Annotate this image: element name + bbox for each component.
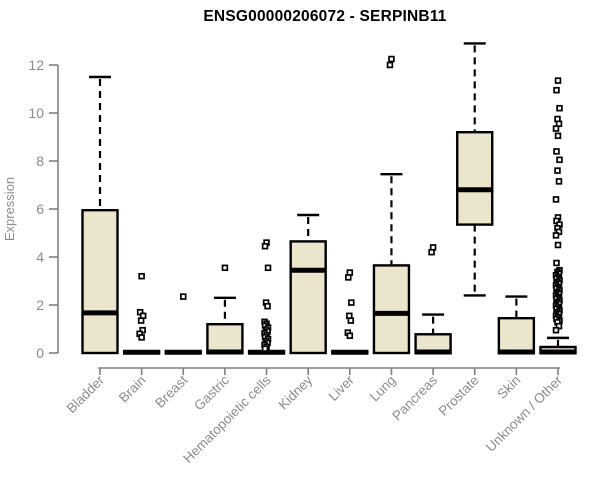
outlier-point: [428, 248, 435, 256]
x-tick-label: Kidney: [276, 372, 316, 412]
y-tick-label: 0: [36, 345, 44, 361]
outlier-point: [556, 156, 563, 164]
y-axis-title: Expression: [2, 177, 17, 241]
outlier-point: [552, 232, 560, 239]
x-tick-label: Bladder: [64, 372, 108, 416]
outlier-point: [553, 148, 560, 155]
outlier-point: [221, 264, 229, 272]
x-tick-label: Prostate: [436, 373, 482, 419]
box-iqr: [456, 130, 494, 226]
outlier-point: [261, 242, 269, 250]
outlier-point: [555, 178, 563, 185]
outlier-point: [554, 241, 562, 249]
x-tick-label: Breast: [152, 372, 190, 410]
outlier-point: [388, 55, 395, 63]
y-tick-label: 8: [36, 153, 44, 169]
outlier-point: [348, 299, 355, 306]
box-iqr: [289, 240, 327, 355]
y-tick-label: 6: [36, 201, 44, 217]
outlier-point: [552, 196, 560, 203]
x-tick-label: Lung: [367, 373, 399, 405]
outlier-point: [556, 104, 563, 112]
x-tick-label: Liver: [326, 372, 358, 404]
outlier-point: [554, 167, 561, 174]
outlier-point: [552, 125, 560, 132]
outlier-point: [138, 334, 145, 341]
box-iqr: [372, 264, 411, 355]
outlier-point: [345, 274, 352, 281]
outlier-point: [261, 345, 269, 352]
x-tick-label: Skin: [494, 373, 523, 402]
outlier-point: [347, 317, 355, 324]
outlier-point: [264, 264, 272, 272]
box-iqr: [81, 208, 119, 355]
x-tick-label: Brain: [116, 373, 149, 406]
outlier-point: [180, 293, 187, 300]
chart-title: ENSG00000206072 - SERPINB11: [203, 8, 447, 25]
outlier-point: [553, 86, 560, 94]
y-tick-label: 10: [28, 105, 44, 121]
outlier-point: [554, 77, 562, 84]
box-iqr: [497, 317, 536, 355]
outlier-point: [137, 317, 145, 324]
outlier-point: [552, 326, 560, 334]
y-tick-label: 2: [36, 297, 44, 313]
y-tick-label: 12: [28, 57, 44, 73]
y-tick-label: 4: [36, 249, 44, 265]
outlier-point: [138, 272, 145, 280]
outlier-point: [554, 132, 562, 140]
x-tick-label: Gastric: [191, 372, 232, 413]
outlier-point: [386, 61, 394, 69]
outlier-point: [553, 259, 560, 267]
outlier-point: [346, 332, 354, 339]
x-tick-label: Pancreas: [389, 372, 440, 423]
outlier-point: [264, 302, 271, 310]
x-tick-label: Unknown / Other: [483, 372, 566, 455]
box-iqr: [206, 323, 244, 355]
